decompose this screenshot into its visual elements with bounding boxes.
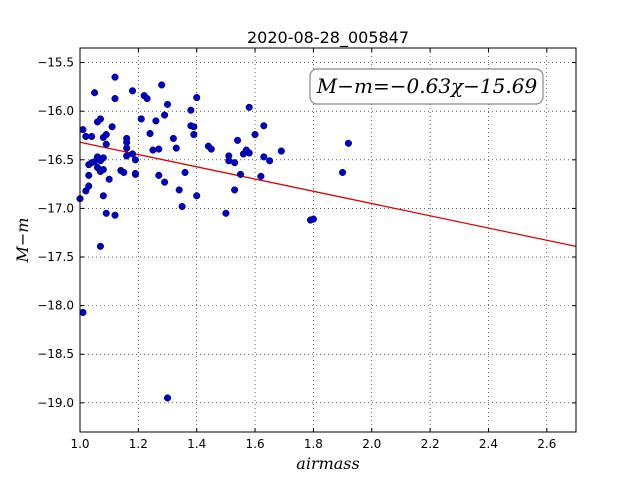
plot-area xyxy=(76,47,577,433)
data-point xyxy=(99,154,107,162)
data-point xyxy=(193,94,201,102)
y-tick-label: −17.0 xyxy=(37,201,74,215)
data-point xyxy=(111,73,119,81)
data-point xyxy=(245,149,253,157)
data-point xyxy=(169,134,177,142)
data-point xyxy=(131,170,139,178)
data-point xyxy=(111,211,119,219)
x-axis-label: airmass xyxy=(296,454,359,473)
data-point xyxy=(163,394,172,402)
ticks xyxy=(79,48,576,432)
data-point xyxy=(178,202,186,211)
data-point xyxy=(251,130,259,139)
data-point xyxy=(158,81,166,89)
data-point xyxy=(88,132,96,141)
annotation-box xyxy=(309,68,544,105)
y-axis-label: M−m xyxy=(13,218,32,264)
data-point xyxy=(79,126,87,134)
data-point xyxy=(260,153,268,161)
data-point xyxy=(231,186,239,194)
data-point xyxy=(99,165,107,174)
fit-line xyxy=(79,141,577,248)
x-tick-label: 1.0 xyxy=(70,437,89,451)
data-point xyxy=(309,215,317,223)
fit-layer xyxy=(79,141,577,248)
x-tick-label: 2.0 xyxy=(362,437,381,451)
data-point xyxy=(155,171,163,179)
data-point xyxy=(257,172,265,180)
x-tick-label: 2.4 xyxy=(479,437,498,451)
x-tick-label: 1.6 xyxy=(246,437,265,451)
y-tick-label: −18.5 xyxy=(37,347,74,361)
scatter-points xyxy=(76,73,352,402)
data-point xyxy=(85,171,93,179)
data-point xyxy=(207,145,215,153)
data-point xyxy=(163,100,172,108)
y-tick-label: −15.5 xyxy=(37,56,74,70)
data-point xyxy=(187,106,195,114)
data-point xyxy=(79,308,87,316)
data-point xyxy=(123,138,131,146)
data-point xyxy=(146,129,154,138)
y-tick-label: −16.0 xyxy=(37,104,74,118)
annotation-text: M−m=−0.63χ−15.69 xyxy=(316,74,538,98)
data-point xyxy=(193,192,201,200)
data-point xyxy=(175,186,183,194)
chart-title: 2020-08-28_005847 xyxy=(247,28,409,48)
data-point xyxy=(128,150,137,158)
data-point xyxy=(277,147,285,155)
data-point xyxy=(99,192,107,200)
data-point xyxy=(190,130,198,139)
y-tick-label: −19.0 xyxy=(37,396,74,410)
data-point xyxy=(344,139,352,147)
x-tick-label: 2.2 xyxy=(421,437,440,451)
data-point xyxy=(128,87,137,95)
data-point xyxy=(137,115,145,123)
data-point xyxy=(96,242,104,250)
data-point xyxy=(85,182,93,190)
data-point xyxy=(161,178,169,186)
grid xyxy=(79,48,576,432)
data-point xyxy=(111,95,119,103)
data-point xyxy=(155,145,163,153)
y-tick-label: −17.5 xyxy=(37,250,74,264)
x-tick-label: 1.2 xyxy=(129,437,148,451)
data-point xyxy=(339,168,347,176)
data-point xyxy=(172,144,180,152)
data-point xyxy=(266,157,274,165)
data-point xyxy=(149,146,157,154)
data-point xyxy=(190,123,198,131)
plot-background xyxy=(80,48,576,432)
data-point xyxy=(236,170,245,178)
data-point xyxy=(96,115,104,123)
plot-frame xyxy=(79,47,577,433)
data-point xyxy=(231,159,239,167)
data-point xyxy=(143,95,151,103)
data-point xyxy=(161,111,169,119)
data-point xyxy=(105,175,113,183)
data-point xyxy=(222,209,230,217)
data-point xyxy=(102,140,110,148)
x-tick-label: 1.8 xyxy=(304,437,323,451)
data-point xyxy=(234,136,242,144)
x-tick-label: 1.4 xyxy=(187,437,206,451)
data-point xyxy=(91,89,99,97)
x-tick-label: 2.6 xyxy=(537,437,556,451)
fit-annotation: M−m=−0.63χ−15.69 xyxy=(309,68,544,105)
data-point xyxy=(260,122,268,130)
x-tick-labels: 1.0 1.2 1.4 1.6 1.8 2.0 2.2 2.4 2.6 xyxy=(70,437,556,451)
y-tick-label: −18.0 xyxy=(37,299,74,313)
data-point xyxy=(120,168,128,176)
data-point xyxy=(181,168,189,176)
data-point xyxy=(131,156,139,164)
data-point xyxy=(102,130,110,139)
y-tick-labels: −15.5 −16.0 −16.5 −17.0 −17.5 −18.0 −18.5 −19.0 xyxy=(37,56,74,410)
data-point xyxy=(245,103,253,111)
data-point xyxy=(152,117,160,125)
y-tick-label: −16.5 xyxy=(37,153,74,167)
data-point xyxy=(102,209,110,217)
data-point xyxy=(108,123,116,131)
